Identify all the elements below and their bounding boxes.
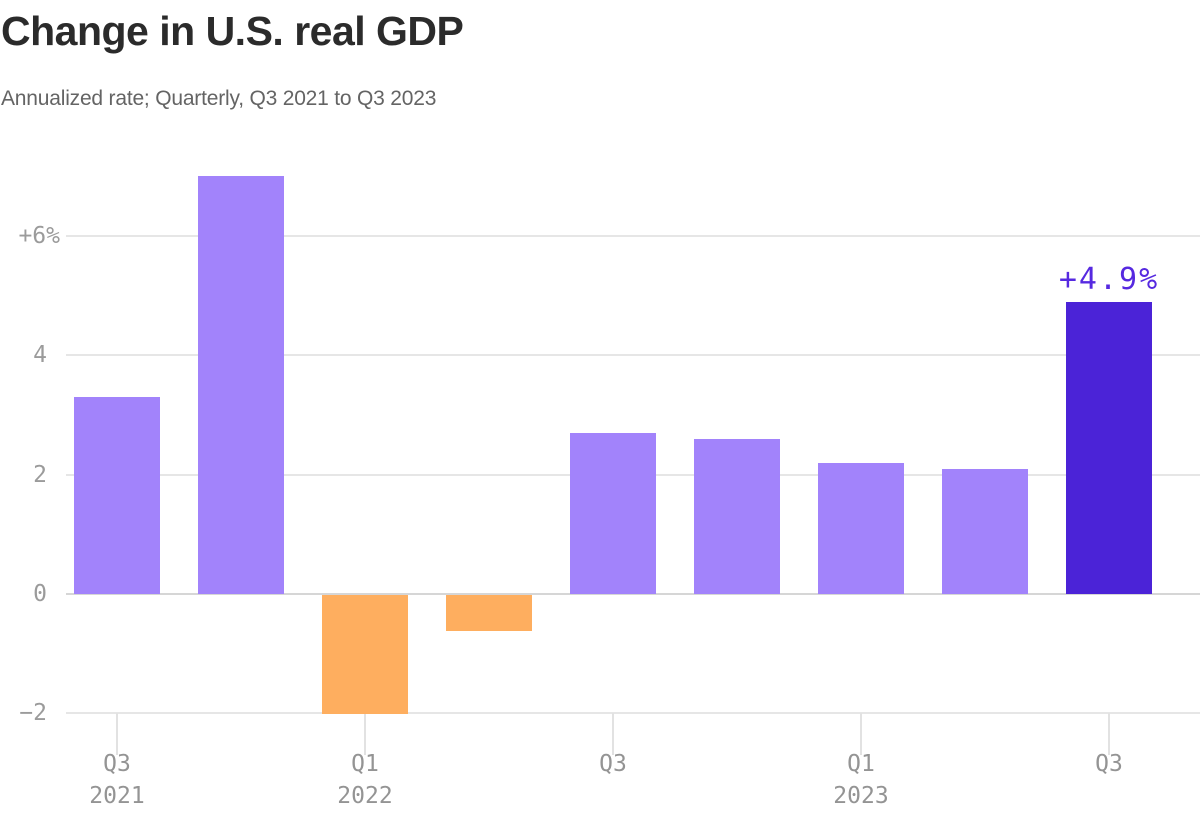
y-axis-label: +6% (18, 223, 60, 250)
x-axis-tick (116, 713, 118, 755)
x-axis-quarter-label: Q1 (351, 751, 379, 777)
gridline-row: −2 (0, 700, 1204, 727)
x-axis-tick (860, 713, 862, 755)
y-axis-label: −2 (19, 700, 47, 727)
x-axis-tick (612, 713, 614, 755)
gridline (66, 354, 1200, 357)
gridline-row: 4 (0, 342, 1204, 369)
bar-q1-2022 (322, 595, 408, 715)
x-axis-year-label: 2023 (833, 783, 889, 809)
chart-subtitle: Annualized rate; Quarterly, Q3 2021 to Q… (1, 87, 437, 110)
bar-q4-2022 (694, 438, 780, 594)
bar-q3-2022 (570, 432, 656, 594)
x-axis-quarter-label: Q3 (599, 751, 627, 777)
bar-q2-2022 (446, 595, 532, 631)
x-axis-quarter-label: Q1 (847, 751, 875, 777)
gridline (66, 235, 1200, 238)
y-axis-label: 0 (33, 581, 47, 607)
x-axis-year-label: 2021 (89, 783, 145, 809)
bar-q3-2023 (1066, 301, 1152, 594)
gridline (66, 712, 1200, 715)
bar-q4-2021 (198, 176, 284, 594)
x-axis-tick (364, 713, 366, 755)
x-axis-quarter-label: Q3 (1095, 751, 1123, 777)
bar-q3-2021 (74, 397, 160, 594)
bar-q2-2023 (942, 468, 1028, 594)
x-axis-year-label: 2022 (337, 783, 393, 809)
y-axis-label: 4 (33, 342, 47, 369)
gridline-row: +6% (0, 223, 1204, 250)
chart-title: Change in U.S. real GDP (1, 8, 464, 54)
x-axis-quarter-label: Q3 (103, 751, 131, 777)
bar-q1-2023 (818, 462, 904, 594)
x-axis-tick (1108, 713, 1110, 755)
zero-gridline (66, 593, 1200, 595)
y-axis-label: 2 (33, 461, 47, 488)
gridline-row: 0 (0, 581, 1204, 607)
bar-value-annotation: +4.9% (1058, 262, 1160, 297)
